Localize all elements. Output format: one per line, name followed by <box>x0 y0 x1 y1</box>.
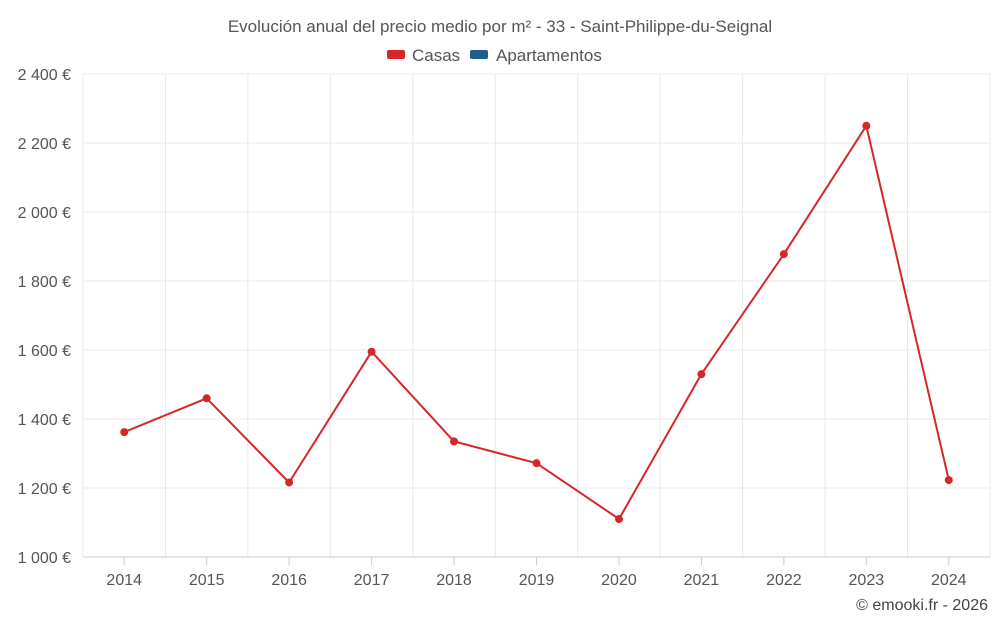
y-tick-label: 2 400 € <box>18 67 71 84</box>
data-point-casas-2019[interactable] <box>532 459 541 468</box>
data-point-casas-2020[interactable] <box>614 515 623 524</box>
y-tick-label: 1 800 € <box>18 274 71 291</box>
y-tick-label: 1 400 € <box>18 412 71 429</box>
data-point-casas-2024[interactable] <box>944 476 953 485</box>
legend: Casas Apartamentos <box>387 46 602 65</box>
y-axis-tick-labels: 1 000 € 1 200 € 1 400 € 1 600 € 1 800 € 2 000… <box>18 67 71 567</box>
data-point-casas-2015[interactable] <box>202 394 211 403</box>
y-tick-label: 1 600 € <box>18 343 71 360</box>
y-tick-label: 1 000 € <box>18 550 71 567</box>
y-tick-label: 2 200 € <box>18 136 71 153</box>
y-gridlines <box>83 73 990 489</box>
legend-swatch-casas <box>387 50 405 59</box>
x-tick-label: 2015 <box>189 572 225 589</box>
data-point-casas-2022[interactable] <box>779 250 788 259</box>
data-point-casas-2014[interactable] <box>120 428 129 437</box>
x-tick-label: 2023 <box>849 572 885 589</box>
data-point-casas-2016[interactable] <box>285 478 294 487</box>
data-point-casas-2023[interactable] <box>862 121 871 130</box>
x-tick-label: 2018 <box>436 572 472 589</box>
legend-label-apartamentos: Apartamentos <box>496 46 602 65</box>
chart-title: Evolución anual del precio medio por m² … <box>228 17 772 36</box>
x-tick-label: 2024 <box>931 572 967 589</box>
series-layer <box>120 121 953 524</box>
credit-text: © emooki.fr - 2026 <box>856 597 988 614</box>
x-axis-tick-labels: 2014 2015 2016 2017 2018 2019 2020 2021 2022 2023… <box>106 557 967 589</box>
x-gridlines <box>82 74 991 557</box>
x-tick-label: 2019 <box>519 572 555 589</box>
legend-swatch-apartamentos <box>470 50 488 59</box>
y-tick-label: 2 000 € <box>18 205 71 222</box>
data-point-casas-2017[interactable] <box>367 347 376 356</box>
x-tick-label: 2021 <box>684 572 720 589</box>
x-tick-label: 2020 <box>601 572 637 589</box>
x-tick-label: 2017 <box>354 572 390 589</box>
legend-item-casas[interactable]: Casas <box>387 46 460 65</box>
legend-item-apartamentos[interactable]: Apartamentos <box>470 46 602 65</box>
x-tick-label: 2014 <box>106 572 142 589</box>
legend-label-casas: Casas <box>412 46 460 65</box>
data-point-casas-2021[interactable] <box>697 370 706 379</box>
x-tick-label: 2022 <box>766 572 802 589</box>
x-tick-label: 2016 <box>271 572 307 589</box>
y-tick-label: 1 200 € <box>18 481 71 498</box>
data-point-casas-2018[interactable] <box>450 437 459 446</box>
